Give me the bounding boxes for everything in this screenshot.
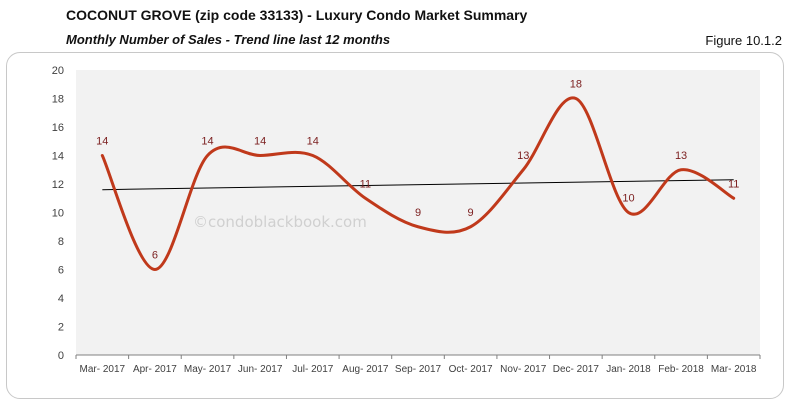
chart-subtitle: Monthly Number of Sales - Trend line las… (66, 32, 391, 47)
x-tick-label: Jun- 2017 (238, 364, 283, 375)
x-tick-label: May- 2017 (184, 364, 232, 375)
y-tick-label: 16 (52, 122, 64, 134)
y-tick-label: 4 (58, 293, 64, 305)
data-labels: 14 6 14 14 14 11 9 9 13 18 10 13 11 (96, 79, 739, 262)
trend-line (102, 179, 734, 191)
data-label: 18 (570, 79, 582, 91)
data-label: 6 (152, 250, 158, 262)
data-label: 9 (415, 207, 421, 219)
x-tick-label: Aug- 2017 (342, 364, 389, 375)
figure-label: Figure 10.1.2 (705, 33, 782, 48)
watermark: ©condoblackbook.com (193, 213, 367, 231)
x-tick-label: Feb- 2018 (658, 364, 704, 375)
data-label: 14 (254, 136, 266, 148)
y-tick-label: 8 (58, 236, 64, 248)
sales-series-line (100, 96, 736, 272)
x-tick-label: Jan- 2018 (606, 364, 651, 375)
x-tick-label: Jul- 2017 (292, 364, 334, 375)
data-label: 13 (675, 150, 687, 162)
x-axis: Mar- 2017 Apr- 2017 May- 2017 Jun- 2017 Jul-… (75, 354, 761, 375)
y-tick-label: 2 (58, 322, 64, 334)
y-axis: 0 2 4 6 8 10 12 14 16 18 20 (52, 65, 64, 362)
y-tick-label: 10 (52, 208, 64, 220)
y-tick-label: 0 (58, 350, 64, 362)
data-label: 11 (728, 178, 739, 190)
x-tick-label: Sep- 2017 (395, 364, 442, 375)
y-tick-label: 12 (52, 179, 64, 191)
data-label: 14 (96, 136, 108, 148)
chart-title: COCONUT GROVE (zip code 33133) - Luxury … (66, 7, 528, 23)
x-tick-label: Mar- 2018 (711, 364, 757, 375)
x-tick-label: Nov- 2017 (500, 364, 547, 375)
x-tick-label: Apr- 2017 (133, 364, 177, 375)
plot-area (76, 70, 760, 355)
x-tick-label: Oct- 2017 (449, 364, 493, 375)
data-label: 9 (468, 207, 474, 219)
y-tick-label: 14 (52, 151, 64, 163)
data-label: 14 (307, 136, 319, 148)
y-tick-label: 18 (52, 94, 64, 106)
data-label: 13 (517, 150, 529, 162)
data-label: 14 (201, 136, 213, 148)
data-label: 11 (360, 178, 371, 190)
x-tick-label: Mar- 2017 (80, 364, 126, 375)
data-label: 10 (622, 193, 634, 205)
y-tick-label: 6 (58, 265, 64, 277)
y-tick-label: 20 (52, 65, 64, 77)
x-tick-label: Dec- 2017 (553, 364, 600, 375)
